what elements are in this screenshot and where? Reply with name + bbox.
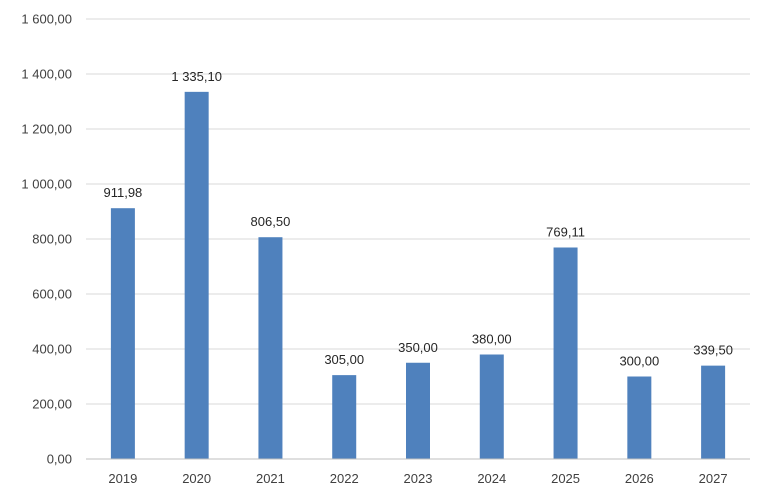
x-tick-label-2019: 2019 bbox=[108, 471, 137, 486]
x-tick-label-2022: 2022 bbox=[330, 471, 359, 486]
bar-2025 bbox=[553, 247, 578, 459]
x-tick-label-2024: 2024 bbox=[477, 471, 506, 486]
bars bbox=[110, 91, 726, 459]
bar-2020 bbox=[184, 91, 209, 459]
data-label-2024: 380,00 bbox=[472, 332, 512, 347]
y-tick-label: 800,00 bbox=[32, 232, 72, 247]
data-label-2020: 1 335,10 bbox=[171, 69, 222, 84]
bar-2023 bbox=[406, 362, 430, 459]
bar-2019 bbox=[110, 208, 135, 459]
x-tick-label-2021: 2021 bbox=[256, 471, 285, 486]
x-tick-label-2023: 2023 bbox=[404, 471, 433, 486]
bar-2021 bbox=[258, 237, 283, 459]
data-label-2026: 300,00 bbox=[619, 354, 659, 369]
x-tick-label-2025: 2025 bbox=[551, 471, 580, 486]
data-label-2022: 305,00 bbox=[324, 352, 364, 367]
y-tick-label: 200,00 bbox=[32, 397, 72, 412]
y-tick-label: 0,00 bbox=[47, 452, 72, 467]
x-tick-label-2026: 2026 bbox=[625, 471, 654, 486]
y-tick-label: 1 400,00 bbox=[21, 67, 72, 82]
data-label-2021: 806,50 bbox=[251, 214, 291, 229]
data-labels: 911,98 1 335,10 806,50 305,00 350,00 380,00 76… bbox=[103, 69, 733, 369]
bar-2022 bbox=[332, 375, 357, 459]
data-label-2023: 350,00 bbox=[398, 340, 438, 355]
data-label-2025: 769,11 bbox=[546, 224, 585, 239]
y-tick-label: 400,00 bbox=[32, 342, 72, 357]
y-tick-label: 1 200,00 bbox=[21, 122, 72, 137]
y-tick-label: 1 000,00 bbox=[21, 177, 72, 192]
x-tick-label-2020: 2020 bbox=[182, 471, 211, 486]
bar-2026 bbox=[627, 376, 652, 459]
bar-2024 bbox=[479, 354, 504, 459]
y-tick-label: 1 600,00 bbox=[21, 12, 72, 27]
x-tick-label-2027: 2027 bbox=[699, 471, 728, 486]
x-axis-tick-labels: 2019 2020 2021 2022 2023 2024 2025 2026 2027 bbox=[108, 471, 727, 486]
y-tick-label: 600,00 bbox=[32, 287, 72, 302]
y-axis-tick-labels: 0,00 200,00 400,00 600,00 800,00 1 000,00 1 20… bbox=[21, 12, 72, 467]
data-label-2019: 911,98 bbox=[103, 185, 142, 200]
data-label-2027: 339,50 bbox=[693, 343, 733, 358]
bar-2027 bbox=[701, 365, 726, 459]
